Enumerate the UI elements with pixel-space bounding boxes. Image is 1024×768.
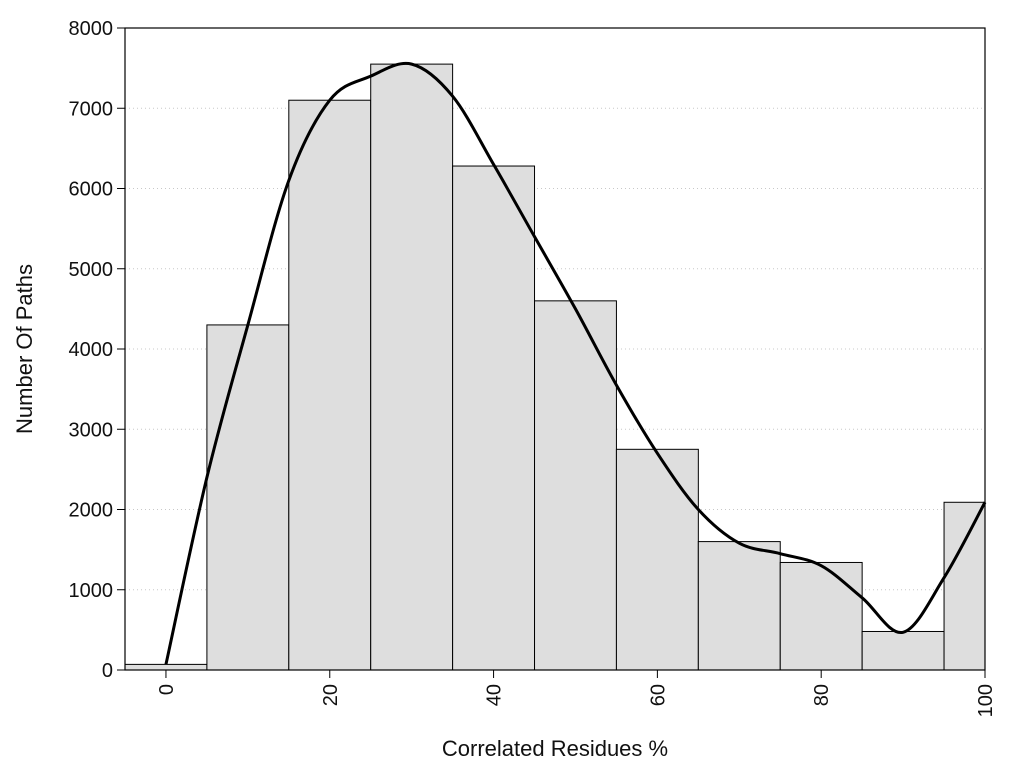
density-curve	[164, 61, 987, 665]
histogram-bar	[124, 663, 208, 671]
y-tick-label: 4000	[69, 339, 114, 361]
y-tick-label: 5000	[69, 259, 114, 281]
y-axis-label: Number Of Paths	[12, 264, 37, 434]
x-tick-label: 20	[320, 684, 342, 706]
x-tick-label: 100	[975, 684, 997, 717]
histogram-bar	[943, 501, 986, 671]
histogram-bar	[779, 561, 863, 671]
y-tick-label: 3000	[69, 419, 114, 441]
y-tick-label: 7000	[69, 98, 114, 120]
x-tick-label: 40	[484, 684, 506, 706]
histogram-bar	[452, 165, 536, 671]
x-tick-label: 60	[647, 684, 669, 706]
y-axis-ticks: 0 1000 2000 3000 4000 5000 6000 7000 8000	[69, 18, 125, 682]
histogram-bar	[370, 63, 454, 671]
x-tick-label: 0	[156, 684, 178, 695]
y-tick-label: 8000	[69, 18, 114, 40]
x-axis-label: Correlated Residues %	[442, 736, 668, 761]
y-tick-label: 6000	[69, 179, 114, 201]
histogram-bar	[697, 541, 781, 671]
histogram-bar	[288, 99, 372, 671]
histogram-bar	[861, 630, 945, 671]
histogram-bar	[534, 300, 617, 671]
y-tick-label: 0	[102, 660, 113, 682]
histogram-bar	[615, 448, 699, 671]
density-curve-layer	[164, 61, 987, 665]
x-axis-ticks: 0 20 40 60 80 100	[156, 670, 997, 717]
y-tick-label: 1000	[69, 580, 114, 602]
histogram-bar	[206, 324, 290, 671]
y-tick-label: 2000	[69, 500, 114, 522]
histogram-bars	[124, 63, 986, 671]
x-tick-label: 80	[811, 684, 833, 706]
